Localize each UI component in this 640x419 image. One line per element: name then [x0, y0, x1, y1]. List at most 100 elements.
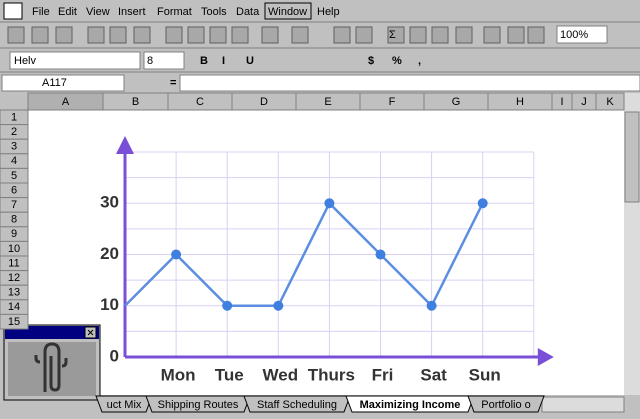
tool-icon[interactable]	[7, 26, 25, 44]
tool-icon[interactable]	[87, 26, 105, 44]
close-x	[87, 329, 94, 336]
row-label: 1	[11, 111, 17, 123]
sheet	[0, 93, 624, 395]
font-size: 8	[147, 55, 153, 67]
marker	[222, 300, 233, 311]
menu-item[interactable]: Data	[236, 6, 260, 18]
col-label: I	[560, 96, 563, 108]
format-button[interactable]: B	[200, 55, 208, 67]
name-box[interactable]	[1, 74, 125, 92]
marker	[171, 249, 182, 260]
number-button[interactable]: ,	[418, 55, 421, 67]
menu-item[interactable]: Window	[268, 6, 307, 18]
name-box-text: A117	[42, 77, 67, 89]
tab-label: Shipping Routes	[158, 399, 239, 411]
col-label: C	[196, 96, 204, 108]
zoom-box[interactable]	[556, 25, 608, 44]
tool-icon[interactable]	[355, 26, 373, 44]
menu-item[interactable]: Help	[317, 6, 340, 18]
tool-icon[interactable]	[527, 26, 545, 44]
tool-icon[interactable]	[333, 26, 351, 44]
sheet-tab[interactable]	[345, 395, 475, 413]
x-arrow	[537, 348, 554, 366]
menu-item[interactable]: Format	[157, 6, 192, 18]
col-label: J	[581, 96, 587, 108]
tool-icon[interactable]	[31, 26, 49, 44]
tool-icon[interactable]	[55, 26, 73, 44]
tool-icon[interactable]	[109, 26, 127, 44]
menu-highlight	[264, 2, 312, 20]
number-button[interactable]: $	[368, 55, 374, 67]
tool-icon[interactable]	[387, 26, 405, 44]
row-label: 10	[8, 243, 20, 255]
font-box[interactable]	[9, 51, 141, 70]
tab-label: Maximizing Income	[360, 399, 461, 411]
tab-label: Portfolio o	[481, 399, 531, 411]
col-label: D	[260, 96, 268, 108]
formula-input[interactable]	[179, 74, 640, 92]
sum-button[interactable]: Σ	[389, 29, 396, 41]
tool-icon[interactable]	[291, 26, 309, 44]
tool-icon[interactable]	[455, 26, 473, 44]
x-tick-label: Wed	[263, 365, 299, 384]
tool-icon[interactable]	[231, 26, 249, 44]
menu-item[interactable]: File	[32, 6, 50, 18]
h-scrollbar[interactable]	[541, 396, 625, 413]
tool-icon[interactable]	[209, 26, 227, 44]
row-label: 4	[11, 155, 17, 167]
col-label: G	[452, 96, 461, 108]
row-label: 9	[11, 228, 17, 240]
row-label: 11	[8, 257, 19, 269]
col-header[interactable]	[595, 92, 625, 111]
menu-item[interactable]: Insert	[118, 6, 146, 18]
row-label: 13	[8, 287, 20, 299]
col-label: H	[516, 96, 524, 108]
tab-label: Staff Scheduling	[257, 399, 337, 411]
y-tick-label: 0	[110, 346, 119, 365]
sheet-tab[interactable]	[145, 395, 251, 413]
col-label: F	[389, 96, 396, 108]
row-label: 15	[8, 316, 20, 328]
font-name: Helv	[14, 55, 37, 67]
x-tick-label: Thurs	[308, 365, 355, 384]
number-button[interactable]: %	[392, 55, 402, 67]
tool-icon[interactable]	[261, 26, 279, 44]
y-arrow	[116, 136, 134, 154]
x-tick-label: Sat	[420, 365, 447, 384]
paperclip	[34, 342, 68, 392]
tool-icon[interactable]	[187, 26, 205, 44]
tool-icon[interactable]	[507, 26, 525, 44]
tool-icon[interactable]	[431, 26, 449, 44]
menu-item[interactable]: Tools	[201, 6, 227, 18]
menu-item[interactable]: View	[86, 6, 110, 18]
row-label: 6	[11, 184, 17, 196]
size-box[interactable]	[143, 51, 185, 70]
equals: =	[170, 77, 176, 89]
sheet-tab[interactable]	[467, 395, 545, 413]
row-header[interactable]	[0, 313, 29, 330]
format-button[interactable]: U	[246, 55, 254, 67]
y-tick-label: 30	[100, 193, 119, 212]
tool-icon[interactable]	[409, 26, 427, 44]
tool-icon[interactable]	[483, 26, 501, 44]
sheet-tab[interactable]	[95, 395, 153, 413]
marker	[324, 198, 335, 209]
x-tick-label: Mon	[161, 365, 196, 384]
x-tick-label: Fri	[372, 365, 394, 384]
sheet-tab[interactable]	[243, 395, 351, 413]
menu-item[interactable]: Edit	[58, 6, 77, 18]
tool-icon[interactable]	[133, 26, 151, 44]
format-button[interactable]: I	[222, 55, 225, 67]
row-label: 5	[11, 170, 17, 182]
scroll-thumb[interactable]	[624, 111, 640, 203]
marker	[477, 198, 488, 209]
zoom: 100%	[560, 29, 588, 41]
marker	[273, 300, 284, 311]
assistant	[3, 324, 101, 401]
row-label: 8	[11, 214, 17, 226]
tool-icon[interactable]	[165, 26, 183, 44]
x-tick-label: Tue	[215, 365, 244, 384]
marker	[426, 300, 437, 311]
y-tick-label: 20	[100, 244, 119, 263]
tab-label: uct Mix	[107, 399, 142, 411]
